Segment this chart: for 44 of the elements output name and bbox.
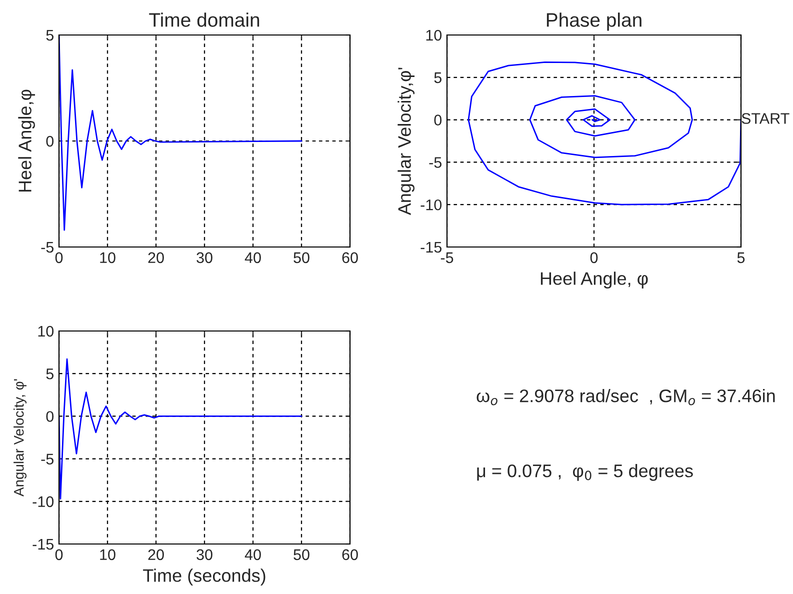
y-tick-label: 0 [46, 411, 54, 422]
x-tick-label: 60 [342, 549, 358, 560]
x-axis-title: Time (seconds) [143, 568, 266, 586]
y-tick-label: 10 [426, 30, 442, 41]
y-tick-label: -10 [420, 199, 442, 210]
x-tick-label: 0 [590, 252, 598, 264]
y-axis-title: Angular Velocity, φ' [14, 379, 27, 496]
y-tick-label: -5 [41, 242, 54, 253]
y-tick-label: -15 [420, 242, 442, 253]
text: ω$_{o}$ = 2.9078 rad/sec , GM$_{o}$ = 37.46in [476, 388, 775, 406]
y-tick-label: -10 [32, 496, 54, 508]
x-axis-title: Heel Angle, φ [540, 272, 648, 288]
x-tick-label: 0 [55, 549, 63, 560]
y-axis-title: Heel Angle,φ [18, 90, 35, 192]
chart-title: Time domain [149, 12, 260, 27]
x-tick-label: 50 [294, 252, 310, 264]
x-tick-label: 40 [244, 549, 261, 560]
chart-title: Phase plan [546, 12, 642, 31]
y-tick-label: -15 [32, 539, 54, 550]
x-tick-label: 30 [196, 549, 212, 560]
y-tick-label: 10 [38, 326, 54, 337]
y-tick-label: -5 [41, 454, 54, 464]
x-tick-label: 50 [294, 549, 310, 560]
x-tick-label: 30 [196, 252, 212, 264]
y-tick-label: 5 [46, 368, 54, 380]
x-tick-label: 10 [100, 549, 116, 560]
x-tick-label: 60 [342, 252, 358, 264]
x-tick-label: 40 [244, 252, 261, 264]
y-tick-label: 5 [434, 72, 442, 84]
x-tick-label: 5 [737, 252, 745, 264]
y-axis-title: Angular Velocity,φ' [398, 68, 415, 216]
y-tick-label: 0 [46, 136, 54, 147]
y-tick-label: 5 [46, 30, 54, 41]
y-tick-label: 0 [434, 114, 442, 126]
annotation: START [742, 113, 790, 124]
x-tick-label: 0 [55, 252, 63, 264]
text: μ = 0.075 , φ$_{0}$ = 5 degrees [477, 464, 693, 481]
x-tick-label: 20 [148, 549, 164, 560]
line-series [59, 35, 302, 231]
y-tick-label: -5 [429, 157, 442, 168]
x-tick-label: 20 [148, 252, 164, 264]
line-series [59, 358, 302, 500]
x-tick-label: 10 [100, 252, 116, 264]
line-series [468, 61, 741, 206]
